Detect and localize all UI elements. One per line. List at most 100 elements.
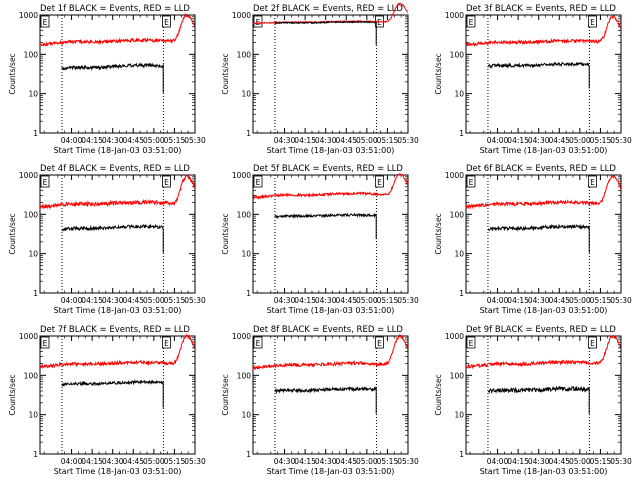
interval-marker-label: E (590, 178, 595, 187)
x-tick-label: 04:30 (274, 457, 296, 466)
interval-marker-label: E (469, 18, 474, 27)
interval-marker-label: E (377, 178, 382, 187)
y-tick-label: 100 (450, 50, 465, 59)
y-tick-label: 1 (459, 289, 464, 298)
y-axis-label: Counts/sec (434, 53, 443, 94)
x-axis-label: Start Time (18-Jan-03 03:51:00) (480, 306, 608, 315)
x-tick-label: 05:00 (356, 136, 378, 145)
x-tick-label: 04:30 (315, 136, 337, 145)
x-tick-label: 04:00 (487, 457, 509, 466)
x-tick-label: 04:45 (335, 136, 357, 145)
panel-title: Det 6f BLACK = Events, RED = LLD (466, 164, 616, 174)
x-tick-label: 04:00 (61, 136, 83, 145)
x-tick-label: 05:00 (143, 457, 165, 466)
panel-title: Det 3f BLACK = Events, RED = LLD (466, 4, 616, 14)
y-axis-label: Counts/sec (221, 213, 230, 254)
y-tick-label: 1000 (232, 332, 251, 341)
events-series-line (61, 62, 164, 93)
y-tick-label: 1 (459, 450, 464, 459)
x-tick-label: 05:15 (377, 296, 399, 305)
x-tick-label: 04:45 (548, 457, 570, 466)
y-tick-label: 1 (33, 450, 38, 459)
x-tick-label: 05:30 (397, 457, 419, 466)
x-tick-label: 05:30 (610, 457, 632, 466)
x-tick-label: 04:30 (528, 136, 550, 145)
interval-marker-label: E (43, 18, 48, 27)
interval-marker-box (588, 175, 597, 188)
y-tick-label: 1000 (445, 171, 464, 180)
interval-marker-box (162, 15, 171, 28)
y-tick-label: 100 (237, 50, 252, 59)
chart-panel-7: Det 7f BLACK = Events, RED = LLD 1 10 100 10… (8, 325, 206, 476)
interval-marker-label: E (164, 18, 169, 27)
x-tick-label: 04:30 (315, 457, 337, 466)
interval-marker-box (588, 15, 597, 28)
events-series-line (274, 386, 377, 414)
x-tick-label: 04:30 (102, 136, 124, 145)
y-axis-label: Counts/sec (8, 53, 17, 94)
y-axis-label: Counts/sec (8, 213, 17, 254)
x-tick-label: 04:45 (335, 457, 357, 466)
x-tick-label: 04:00 (487, 296, 509, 305)
interval-marker-label: E (377, 339, 382, 348)
events-series-line (487, 223, 590, 253)
chart-panel-5: Det 5f BLACK = Events, RED = LLD 1 10 100 10… (221, 164, 419, 315)
chart-panel-1: Det 1f BLACK = Events, RED = LLD 1 10 100 10… (8, 4, 206, 155)
panel-title: Det 5f BLACK = Events, RED = LLD (253, 164, 403, 174)
chart-panel-9: Det 9f BLACK = Events, RED = LLD 1 10 100 10… (434, 325, 632, 476)
y-tick-label: 1 (246, 450, 251, 459)
x-tick-label: 04:15 (507, 136, 529, 145)
x-tick-label: 05:30 (184, 457, 206, 466)
interval-marker-label: E (377, 18, 382, 27)
interval-marker-box (162, 175, 171, 188)
plot-frame (39, 174, 196, 294)
x-tick-label: 05:15 (590, 296, 612, 305)
x-tick-label: 05:00 (569, 136, 591, 145)
y-tick-label: 10 (454, 90, 464, 99)
lld-series-line (252, 172, 409, 201)
y-tick-label: 10 (241, 250, 251, 259)
x-tick-label: 04:00 (61, 457, 83, 466)
chart-panel-8: Det 8f BLACK = Events, RED = LLD 1 10 100 10… (221, 325, 419, 476)
plot-frame (465, 14, 622, 134)
panel-title: Det 2f BLACK = Events, RED = LLD (253, 4, 403, 14)
interval-marker-box (253, 175, 263, 188)
y-axis-label: Counts/sec (221, 53, 230, 94)
lld-series-line (465, 174, 622, 210)
y-tick-label: 1 (246, 289, 251, 298)
interval-marker-box (375, 175, 384, 188)
x-tick-label: 05:00 (356, 296, 378, 305)
chart-panel-6: Det 6f BLACK = Events, RED = LLD 1 10 100 10… (434, 164, 632, 315)
plot-frame (39, 335, 196, 455)
y-tick-label: 10 (454, 250, 464, 259)
interval-marker-label: E (164, 339, 169, 348)
interval-marker-label: E (469, 178, 474, 187)
plot-frame (252, 14, 409, 134)
interval-marker-box (375, 336, 384, 349)
x-tick-label: 05:15 (164, 136, 186, 145)
y-tick-label: 100 (237, 371, 252, 380)
x-tick-label: 05:30 (184, 136, 206, 145)
interval-marker-label: E (256, 18, 261, 27)
x-tick-label: 04:30 (274, 136, 296, 145)
x-tick-label: 04:15 (81, 296, 103, 305)
plot-frame (465, 174, 622, 294)
interval-marker-box (466, 175, 476, 188)
x-tick-label: 04:45 (122, 136, 144, 145)
events-series-line (61, 223, 164, 253)
x-tick-label: 05:00 (143, 136, 165, 145)
x-tick-label: 04:45 (122, 296, 144, 305)
y-tick-label: 100 (24, 371, 39, 380)
y-tick-label: 100 (24, 210, 39, 219)
y-tick-label: 1000 (19, 332, 38, 341)
y-tick-label: 1000 (445, 11, 464, 20)
y-tick-label: 100 (450, 210, 465, 219)
y-axis-label: Counts/sec (434, 374, 443, 415)
x-tick-label: 04:15 (294, 457, 316, 466)
events-series-line (274, 20, 377, 45)
x-tick-label: 05:30 (397, 136, 419, 145)
panel-title: Det 4f BLACK = Events, RED = LLD (40, 164, 190, 174)
lld-series-line (465, 334, 621, 370)
lld-series-line (39, 174, 196, 210)
